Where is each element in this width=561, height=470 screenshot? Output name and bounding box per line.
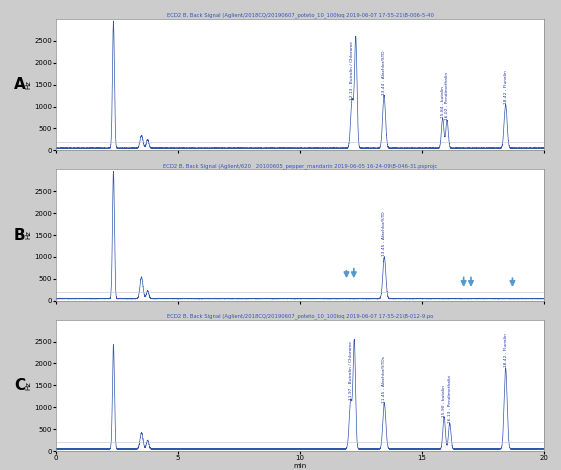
Text: 11.97 - Butralin / Chlorame: 11.97 - Butralin / Chlorame — [348, 341, 353, 400]
Y-axis label: Hz: Hz — [25, 231, 31, 239]
Text: 18.42 - Flunalin: 18.42 - Flunalin — [504, 334, 508, 368]
Text: 13.44 - Alachlor/STD: 13.44 - Alachlor/STD — [382, 51, 386, 95]
Title: ECD2 B, Back Signal (Aglient/2018CQ/20190607_poteto_10_100loq 2019-06-07 17-55-2: ECD2 B, Back Signal (Aglient/2018CQ/2019… — [167, 13, 434, 18]
Y-axis label: Hz: Hz — [25, 80, 31, 89]
Text: A: A — [14, 77, 25, 92]
Text: 18.42 - Flunalin: 18.42 - Flunalin — [504, 70, 508, 104]
Text: 11.45 - Alachlor/STDs: 11.45 - Alachlor/STDs — [383, 356, 387, 402]
Text: 12.13 - Butralin / Chlorame: 12.13 - Butralin / Chlorame — [350, 40, 354, 100]
Y-axis label: Hz: Hz — [25, 381, 31, 390]
Text: 16.02 - Pendimethalin: 16.02 - Pendimethalin — [445, 72, 449, 120]
Text: C: C — [14, 378, 25, 393]
Text: 15.90 - butalin: 15.90 - butalin — [442, 384, 446, 416]
Text: 16.13 - Pendimethalin: 16.13 - Pendimethalin — [448, 375, 452, 423]
Text: 15.84 - butalin: 15.84 - butalin — [440, 86, 445, 118]
Text: B: B — [14, 227, 25, 243]
Title: ECD2 B, Back Signal (Aglient/620   20100605_pepper_mandarin 2019-06-05 16-24-09\: ECD2 B, Back Signal (Aglient/620 2010060… — [163, 163, 437, 169]
X-axis label: min: min — [293, 463, 307, 469]
Title: ECD2 B, Back Signal (Aglient/2018CQ/20190607_poteto_10_100loq 2019-06-07 17-55-2: ECD2 B, Back Signal (Aglient/2018CQ/2019… — [167, 313, 433, 319]
Text: 13.45 - Alachlor/STD: 13.45 - Alachlor/STD — [383, 212, 387, 257]
